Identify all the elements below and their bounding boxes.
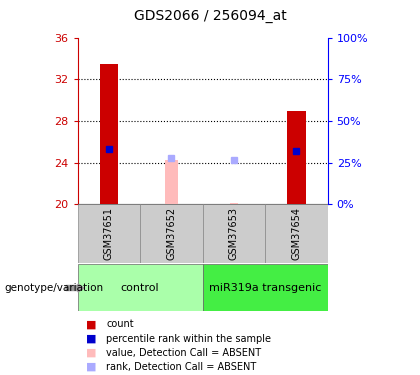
Text: ■: ■ [86, 320, 97, 329]
Bar [287, 111, 306, 204]
FancyArrow shape [66, 284, 84, 292]
Text: miR319a transgenic: miR319a transgenic [209, 283, 321, 293]
Bar [140, 204, 203, 262]
Bar [230, 203, 238, 204]
Text: GSM37654: GSM37654 [291, 207, 302, 260]
Text: genotype/variation: genotype/variation [4, 283, 103, 293]
Bar [265, 204, 328, 262]
Text: count: count [106, 320, 134, 329]
Bar [78, 204, 140, 262]
Text: GSM37653: GSM37653 [229, 207, 239, 260]
Text: GDS2066 / 256094_at: GDS2066 / 256094_at [134, 9, 286, 23]
Text: control: control [121, 283, 160, 293]
Bar [78, 264, 203, 311]
Bar [165, 159, 178, 204]
Text: ■: ■ [86, 362, 97, 372]
Text: rank, Detection Call = ABSENT: rank, Detection Call = ABSENT [106, 362, 257, 372]
Text: ■: ■ [86, 334, 97, 344]
Text: ■: ■ [86, 348, 97, 358]
Bar [203, 264, 328, 311]
Bar [203, 204, 265, 262]
Text: GSM37651: GSM37651 [104, 207, 114, 260]
Text: value, Detection Call = ABSENT: value, Detection Call = ABSENT [106, 348, 261, 358]
Text: GSM37652: GSM37652 [166, 207, 176, 260]
Bar [100, 64, 118, 204]
Text: percentile rank within the sample: percentile rank within the sample [106, 334, 271, 344]
